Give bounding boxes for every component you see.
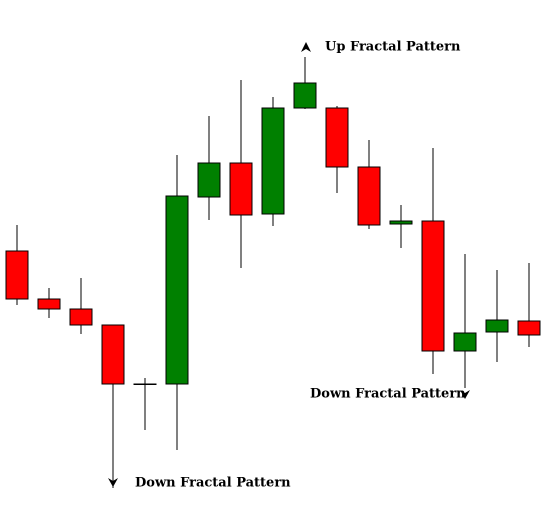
candle-body: [325, 107, 349, 168]
down-arrow: [460, 390, 470, 399]
candle-body: [165, 195, 189, 385]
candle-body: [69, 308, 93, 326]
candle-body: [261, 107, 285, 215]
candle-body: [197, 162, 221, 198]
candle-body: [5, 250, 29, 300]
candle-body: [229, 162, 253, 216]
candle-body: [37, 298, 61, 310]
candle-body: [389, 220, 413, 225]
candle-body: [293, 82, 317, 109]
candle-body: [101, 324, 125, 385]
up-arrow: [301, 42, 311, 52]
candle-body: [453, 332, 477, 352]
annotation: Down Fractal Pattern: [135, 476, 291, 491]
candle-body: [485, 319, 509, 333]
candle-body: [421, 220, 445, 352]
annotation: Up Fractal Pattern: [325, 40, 461, 55]
candle-body: [357, 166, 381, 226]
candle-body: [133, 383, 157, 385]
annotation: Down Fractal Pattern: [310, 387, 466, 402]
candle-body: [517, 320, 541, 336]
